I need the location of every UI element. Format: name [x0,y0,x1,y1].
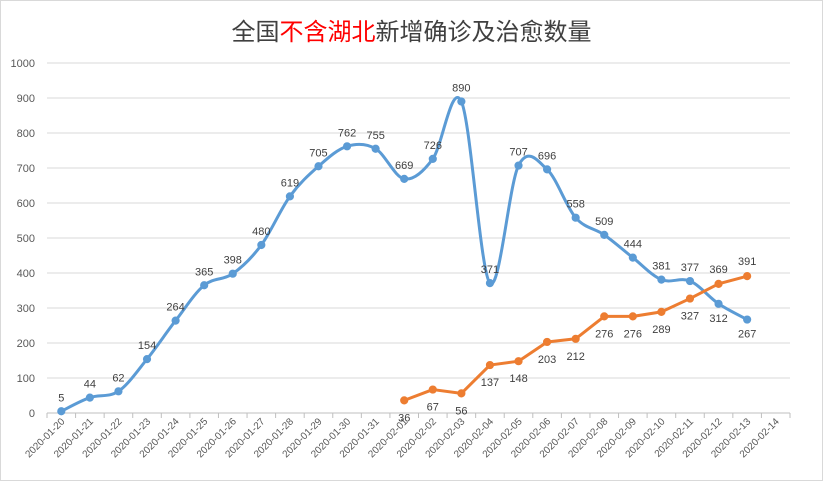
y-tick-label: 900 [17,93,35,105]
data-label-cured: 289 [652,324,670,336]
data-label-confirmed: 154 [138,340,156,352]
data-label-confirmed: 509 [595,216,613,228]
data-label-confirmed: 398 [224,255,242,267]
data-point-cured [743,272,752,281]
data-point-cured [428,385,437,394]
gridlines [47,62,790,379]
data-point-confirmed [228,269,237,278]
data-point-cured [542,337,552,347]
data-label-confirmed: 669 [395,160,413,172]
data-label-cured: 36 [398,412,410,424]
data-point-cured [714,279,723,288]
data-point-confirmed [85,393,94,402]
data-label-confirmed: 444 [624,239,642,251]
data-label-cured: 212 [566,351,584,363]
data-point-confirmed [600,230,609,239]
data-label-confirmed: 696 [538,150,556,162]
data-point-cured [457,389,466,398]
data-label-confirmed: 619 [281,177,299,189]
data-label-confirmed: 762 [338,127,356,139]
data-point-confirmed [142,355,152,364]
data-label-confirmed: 5 [58,392,64,404]
title-prefix: 全国 [231,18,280,46]
data-point-confirmed [628,253,637,262]
data-point-confirmed [542,165,552,174]
data-point-confirmed [743,315,752,324]
title-suffix: 新增确诊及治愈数量 [375,18,592,46]
data-label-confirmed: 377 [681,262,699,274]
series-line-confirmed [59,96,749,413]
data-point-cured [628,312,637,321]
data-label-confirmed: 267 [738,329,756,341]
data-point-confirmed [428,154,437,163]
data-point-cured [685,294,695,303]
y-tick-label: 400 [17,268,35,280]
data-point-confirmed [571,213,580,222]
data-point-confirmed [200,281,209,290]
data-point-confirmed [685,276,695,286]
data-point-confirmed [314,162,323,171]
data-point-confirmed [114,387,123,396]
data-point-confirmed [342,142,352,151]
data-label-cured: 137 [481,377,499,389]
data-point-confirmed [371,144,380,153]
data-label-confirmed: 312 [709,313,727,325]
data-label-confirmed: 890 [452,83,470,95]
data-label-confirmed: 381 [652,261,670,273]
y-tick-label: 200 [17,338,35,350]
y-tick-label: 800 [17,128,35,140]
data-labels: 5 44 62 154 264 365 398 480 619 705 762 755 669 726 89… [58,83,756,425]
data-label-confirmed: 371 [481,264,499,276]
data-point-cured [600,312,609,321]
y-tick-label: 100 [17,373,35,385]
y-tick-label: 500 [17,233,35,245]
data-points [57,97,752,416]
data-label-confirmed: 558 [566,199,584,211]
data-point-confirmed [457,97,466,106]
data-label-cured: 203 [538,354,556,366]
data-point-confirmed [57,407,66,416]
data-label-confirmed: 264 [166,302,184,314]
data-point-confirmed [714,299,723,308]
chart-title: 全国不含湖北新增确诊及治愈数量 [0,12,823,47]
data-label-confirmed: 707 [509,147,527,159]
data-point-cured [571,334,580,343]
data-point-confirmed [514,161,523,170]
data-label-cured: 276 [595,328,613,340]
y-tick-label: 600 [17,198,35,210]
data-point-cured [514,357,523,366]
data-label-cured: 67 [427,402,439,414]
data-label-confirmed: 755 [366,130,384,142]
y-tick-label: 0 [29,408,35,420]
y-tick-label: 300 [17,303,35,315]
data-point-confirmed [257,240,266,250]
data-label-cured: 56 [455,405,467,417]
data-label-confirmed: 705 [309,147,327,159]
data-label-cured: 327 [681,311,699,323]
data-point-confirmed [400,174,409,183]
y-axis: 0 100 200 300 400 500 600 700 800 900 1000 [11,58,35,420]
data-label-confirmed: 480 [252,226,270,238]
data-label-confirmed: 365 [195,266,213,278]
data-label-cured: 391 [738,256,756,268]
series-lines [59,96,749,413]
data-point-confirmed [485,279,495,288]
data-point-confirmed [171,316,180,325]
data-label-cured: 369 [709,264,727,276]
data-point-confirmed [657,275,666,284]
data-label-confirmed: 62 [112,372,124,384]
data-point-cured [657,307,666,316]
data-point-cured [485,360,495,370]
data-label-cured: 276 [624,328,642,340]
title-highlight: 不含湖北 [279,18,376,46]
data-label-cured: 148 [509,373,527,385]
data-point-cured [400,396,409,405]
data-point-confirmed [285,192,295,201]
y-tick-label: 700 [17,163,35,175]
data-label-confirmed: 44 [84,379,96,391]
data-label-confirmed: 726 [424,140,442,152]
y-tick-label: 1000 [11,58,35,70]
